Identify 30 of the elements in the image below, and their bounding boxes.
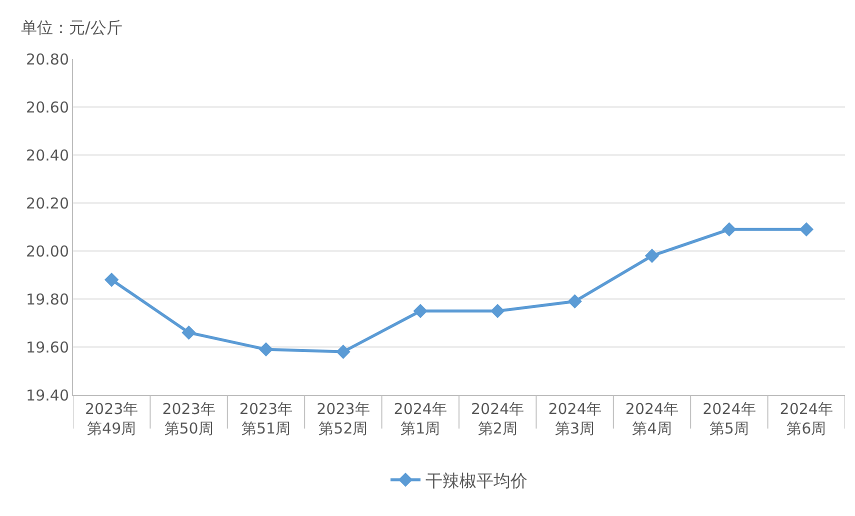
y-tick-label: 19.80 — [26, 290, 69, 308]
point — [568, 294, 582, 309]
y-tick-label: 20.20 — [26, 194, 69, 212]
point — [182, 325, 196, 340]
y-tick-label: 20.80 — [26, 50, 69, 68]
point — [258, 342, 274, 357]
x-tick-label: 2024年第6周 — [780, 400, 833, 438]
point — [336, 344, 350, 359]
legend-label: 干辣椒平均价 — [426, 471, 528, 492]
x-tick-label: 2023年第50周 — [162, 400, 216, 438]
y-tick-label: 19.40 — [26, 386, 69, 404]
point — [799, 222, 814, 237]
point — [722, 222, 736, 237]
point — [644, 248, 660, 263]
x-tick-label: 2024年第5周 — [702, 400, 756, 438]
y-axis-title: 单位：元/公斤 — [21, 18, 122, 37]
point — [104, 272, 119, 287]
x-tick-label: 2023年第52周 — [316, 400, 370, 438]
point — [413, 304, 428, 318]
x-tick-label: 2024年第2周 — [471, 400, 524, 438]
point — [490, 304, 505, 318]
x-tick-label: 2024年第4周 — [625, 400, 679, 438]
y-tick-label: 19.60 — [26, 338, 69, 356]
y-tick-label: 20.00 — [26, 242, 69, 260]
x-tick-label: 2023年第51周 — [239, 400, 293, 438]
y-tick-label: 20.40 — [26, 146, 69, 164]
x-tick-label: 2023年第49周 — [85, 400, 138, 438]
x-tick-label: 2024年第3周 — [548, 400, 602, 438]
x-tick-label: 2024年第1周 — [394, 400, 447, 438]
y-tick-label: 20.60 — [26, 98, 69, 116]
